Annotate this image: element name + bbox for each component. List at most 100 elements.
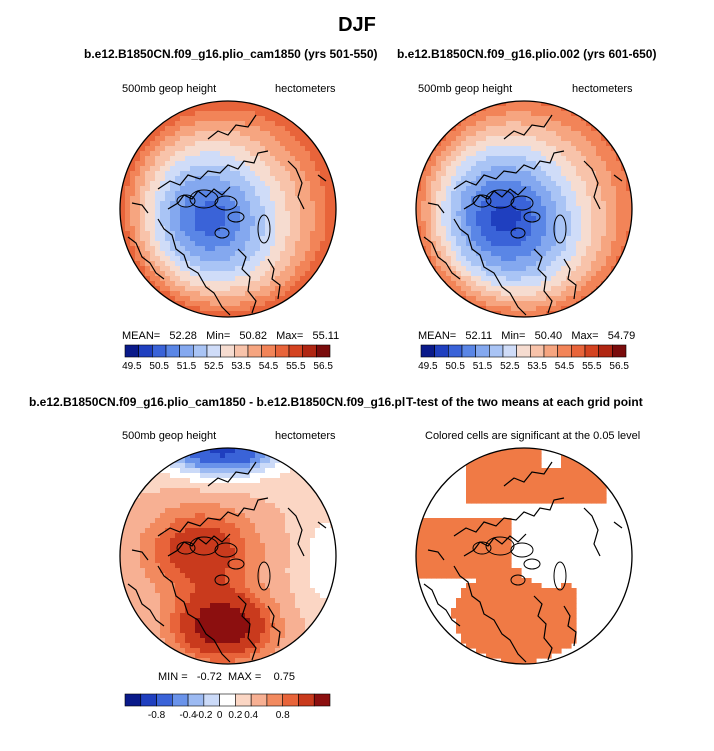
- field-cell: [501, 146, 507, 152]
- field-cell: [270, 121, 276, 127]
- field-cell: [566, 136, 572, 142]
- field-cell: [160, 563, 166, 569]
- field-cell: [175, 483, 181, 489]
- field-cell: [255, 256, 261, 262]
- field-cell: [501, 311, 507, 317]
- field-cell: [175, 186, 181, 192]
- field-cell: [260, 638, 266, 644]
- field-cell: [471, 116, 477, 122]
- field-cell: [135, 166, 141, 172]
- field-cell: [175, 608, 181, 614]
- field-cell: [210, 196, 216, 202]
- field-cell: [195, 151, 201, 157]
- field-cell: [225, 266, 231, 272]
- field-cell: [280, 171, 286, 177]
- field-cell: [501, 266, 507, 272]
- field-cell: [546, 201, 552, 207]
- field-cell: [531, 261, 537, 267]
- field-cell: [446, 161, 452, 167]
- field-cell: [245, 478, 251, 484]
- field-cell: [140, 146, 146, 152]
- field-cell: [240, 156, 246, 162]
- field-cell: [486, 296, 492, 302]
- field-cell: [245, 608, 251, 614]
- significant-cell: [571, 473, 577, 479]
- field-cell: [511, 236, 517, 242]
- field-cell: [476, 146, 482, 152]
- field-cell: [511, 216, 517, 222]
- field-cell: [150, 508, 156, 514]
- field-cell: [315, 498, 321, 504]
- field-cell: [541, 106, 547, 112]
- field-cell: [265, 593, 271, 599]
- field-cell: [310, 221, 316, 227]
- field-cell: [155, 226, 161, 232]
- field-cell: [225, 261, 231, 267]
- field-cell: [145, 558, 151, 564]
- field-cell: [230, 276, 236, 282]
- field-cell: [150, 603, 156, 609]
- field-cell: [611, 256, 617, 262]
- field-cell: [616, 241, 622, 247]
- field-cell: [290, 638, 296, 644]
- field-cell: [195, 171, 201, 177]
- field-cell: [140, 493, 146, 499]
- field-cell: [185, 478, 191, 484]
- field-cell: [270, 468, 276, 474]
- field-cell: [185, 448, 191, 454]
- field-cell: [516, 246, 522, 252]
- field-cell: [501, 171, 507, 177]
- field-cell: [185, 211, 191, 217]
- field-cell: [260, 648, 266, 654]
- field-cell: [200, 291, 206, 297]
- field-cell: [305, 266, 311, 272]
- field-cell: [250, 241, 256, 247]
- field-cell: [476, 296, 482, 302]
- field-cell: [601, 276, 607, 282]
- field-cell: [541, 156, 547, 162]
- field-cell: [170, 573, 176, 579]
- field-cell: [431, 196, 437, 202]
- field-cell: [190, 301, 196, 307]
- field-cell: [245, 558, 251, 564]
- field-cell: [250, 568, 256, 574]
- field-cell: [541, 246, 547, 252]
- field-cell: [180, 171, 186, 177]
- field-cell: [180, 146, 186, 152]
- field-cell: [606, 271, 612, 277]
- field-cell: [140, 498, 146, 504]
- field-cell: [265, 296, 271, 302]
- field-cell: [165, 538, 171, 544]
- field-cell: [150, 271, 156, 277]
- field-cell: [621, 176, 627, 182]
- field-cell: [135, 603, 141, 609]
- field-cell: [461, 196, 467, 202]
- field-cell: [551, 301, 557, 307]
- field-cell: [310, 246, 316, 252]
- field-cell: [150, 251, 156, 257]
- field-cell: [561, 211, 567, 217]
- field-cell: [581, 261, 587, 267]
- field-cell: [416, 166, 422, 172]
- field-cell: [516, 226, 522, 232]
- field-cell: [120, 568, 126, 574]
- field-cell: [330, 221, 336, 227]
- field-cell: [180, 493, 186, 499]
- field-cell: [541, 166, 547, 172]
- field-cell: [536, 276, 542, 282]
- field-cell: [250, 111, 256, 117]
- field-cell: [496, 236, 502, 242]
- field-cell: [155, 478, 161, 484]
- field-cell: [556, 211, 562, 217]
- field-cell: [205, 573, 211, 579]
- field-cell: [175, 206, 181, 212]
- field-cell: [285, 483, 291, 489]
- field-cell: [220, 543, 226, 549]
- field-cell: [255, 543, 261, 549]
- field-cell: [215, 548, 221, 554]
- field-cell: [576, 266, 582, 272]
- field-cell: [250, 493, 256, 499]
- field-cell: [250, 216, 256, 222]
- field-cell: [205, 618, 211, 624]
- field-cell: [170, 231, 176, 237]
